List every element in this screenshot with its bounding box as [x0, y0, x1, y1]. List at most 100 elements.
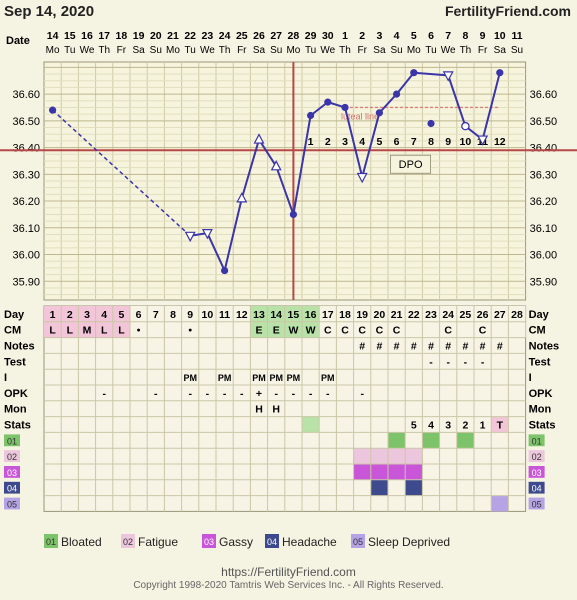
weekday-label: Su: [390, 45, 402, 56]
table-cell-cm: M: [83, 325, 92, 337]
y-tick-label-right: 36.10: [530, 223, 558, 235]
symptom-code-left: 03: [7, 468, 17, 478]
table-cell-cm: L: [49, 325, 56, 337]
day-cell: [198, 306, 216, 322]
temperature-point-triangle: [270, 160, 282, 171]
table-cell-day: 5: [118, 309, 124, 321]
date-label: 29: [305, 30, 317, 42]
cm-cell: [112, 321, 130, 338]
symptom-cell: [370, 479, 388, 496]
temperature-point-triangle: [442, 71, 454, 82]
cm-cell: [164, 321, 182, 338]
cm-cell: [61, 321, 79, 338]
dpo-number: 4: [359, 136, 365, 148]
cm-cell: [250, 321, 268, 338]
date-label: 28: [288, 30, 300, 42]
table-cell-cm: L: [67, 325, 74, 337]
table-cell-i: PM: [287, 373, 301, 383]
legend-swatch: [265, 534, 279, 548]
y-tick-label-left: 36.60: [12, 89, 40, 101]
stats-highlight-cell: [491, 416, 509, 433]
cm-cell: [95, 321, 113, 338]
table-cell-day: 4: [101, 309, 107, 321]
row-label-left: OPK: [4, 388, 28, 400]
temperature-line-segment: [292, 115, 312, 215]
cm-cell: [405, 321, 423, 338]
table-cell-day: 17: [322, 309, 334, 321]
table-cell-cm: C: [393, 325, 401, 337]
table-cell-opk: +: [256, 388, 262, 400]
temperature-point-triangle: [477, 135, 489, 146]
table-cell-i: PM: [252, 373, 266, 383]
weekday-label: Su: [511, 45, 523, 56]
symptom-cell: [405, 464, 423, 480]
table-cell-cm: L: [101, 325, 108, 337]
y-tick-label-left: 36.30: [12, 169, 40, 181]
table-cell-opk: -: [360, 388, 364, 400]
date-label: 25: [236, 30, 248, 42]
symptom-cell: [405, 448, 423, 464]
legend-code: 01: [46, 537, 56, 547]
table-cell-notes: #: [394, 341, 400, 353]
row-label-left: CM: [4, 325, 21, 337]
day-cell: [78, 306, 96, 322]
table-cell-day: 19: [356, 309, 368, 321]
table-cell-day: 1: [50, 309, 56, 321]
temperature-point: [341, 103, 349, 112]
weekday-label: Mo: [166, 45, 180, 56]
date-row-label: Date: [6, 35, 30, 47]
table-cell-cm: L: [118, 325, 125, 337]
table-cell-stats: 5: [411, 420, 417, 432]
table-cell-test: -: [481, 356, 485, 368]
legend-label: Headache: [282, 535, 337, 549]
table-cell-cm: C: [444, 325, 452, 337]
table-cell-opk: -: [292, 388, 296, 400]
temperature-line-segment: [223, 198, 243, 271]
temperature-line-segment: [395, 72, 415, 95]
symptom-cell: [353, 448, 371, 464]
chart-date: Sep 14, 2020: [4, 3, 95, 20]
table-cell-i: PM: [269, 373, 283, 383]
y-tick-label-left: 36.50: [12, 116, 40, 128]
row-label-left: Mon: [4, 404, 27, 416]
footer-url[interactable]: https://FertilityFriend.com: [221, 565, 356, 579]
table-cell-opk: -: [206, 388, 210, 400]
temperature-line-segment: [361, 112, 381, 178]
table-cell-notes: #: [428, 341, 434, 353]
symptom-cell: [388, 448, 406, 464]
y-tick-label-left: 36.40: [12, 143, 40, 155]
table-cell-cm: W: [306, 325, 316, 337]
symptom-code-right: 04: [532, 484, 542, 494]
temperature-line-segment: [344, 107, 364, 178]
table-cell-i: PM: [218, 373, 232, 383]
legend-swatch: [121, 534, 135, 548]
date-label: 10: [494, 30, 506, 42]
temperature-point: [307, 111, 315, 120]
table-cell-day: 22: [408, 309, 420, 321]
table-cell-day: 18: [339, 309, 351, 321]
temperature-point: [410, 69, 418, 77]
row-label-left: Day: [4, 309, 25, 321]
weekday-label: Th: [98, 45, 110, 56]
table-cell-mon: H: [272, 404, 280, 416]
table-cell-notes: #: [411, 341, 417, 353]
table-cell-test: -: [464, 356, 468, 368]
weekday-label: We: [80, 45, 95, 56]
legend-label: Fatigue: [138, 535, 178, 549]
date-label: 19: [133, 30, 145, 42]
cm-cell: [216, 321, 234, 338]
table-cell-opk: -: [274, 388, 278, 400]
table-cell-day: 13: [253, 309, 265, 321]
dpo-number: 12: [494, 136, 506, 148]
symptom-code-badge-left: [4, 497, 20, 510]
temperature-point: [375, 109, 383, 117]
symptom-cell: [405, 479, 423, 496]
temperature-point: [324, 98, 332, 106]
footer-copyright: Copyright 1998-2020 Tamtris Web Services…: [133, 580, 444, 591]
symptom-cell: [456, 432, 474, 449]
table-cell-day: 20: [374, 309, 386, 321]
legend-code: 02: [123, 537, 133, 547]
table-cell-test: -: [429, 356, 433, 368]
dpo-number: 10: [460, 136, 472, 148]
